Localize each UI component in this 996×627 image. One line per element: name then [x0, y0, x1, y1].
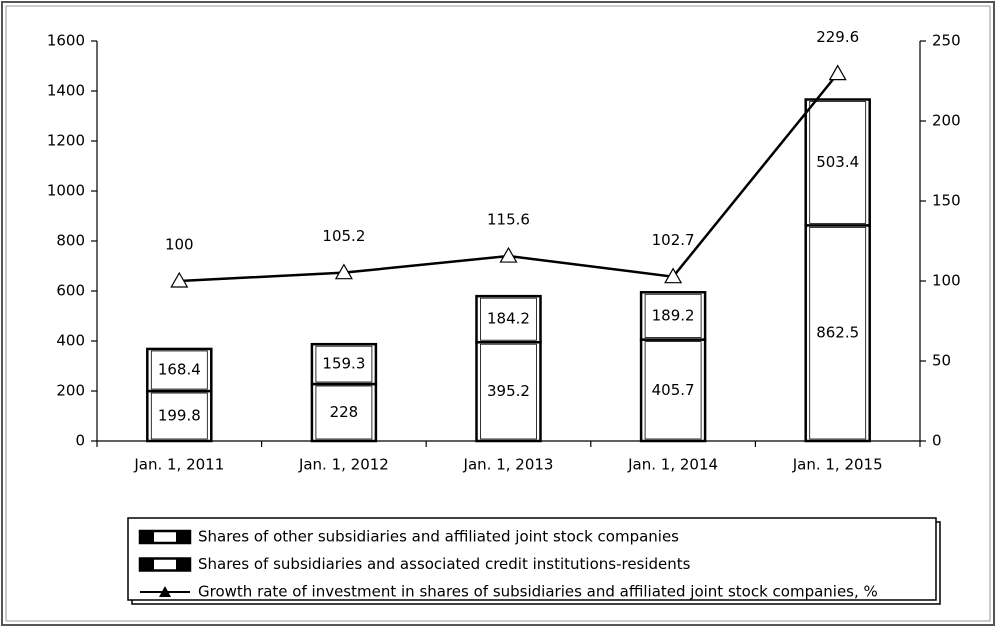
bar-inner: [809, 101, 867, 224]
y2-tick-label: 50: [932, 352, 951, 370]
bar: [146, 347, 213, 393]
line-marker: [170, 271, 189, 288]
y-tick-label: 0: [75, 432, 85, 450]
bar-inner: [480, 343, 537, 440]
y2-tick-label: 150: [932, 192, 961, 210]
bar-value-label: 189.2: [652, 306, 695, 324]
y-tick-label: 800: [56, 232, 85, 250]
y2-tick-label: 0: [932, 432, 942, 450]
bar-value-label: 199.8: [158, 407, 201, 425]
y-tick-label: 200: [56, 382, 85, 400]
y-tick-label: 1000: [47, 182, 85, 200]
line-value-label: 105.2: [322, 227, 365, 245]
legend-box: [127, 517, 937, 601]
legend-swatch-end: [140, 531, 154, 543]
legend-label: Growth rate of investment in shares of s…: [198, 583, 878, 601]
x-tick-label: Jan. 1, 2011: [133, 456, 224, 474]
y-tick-label: 400: [56, 332, 85, 350]
x-tick-label: Jan. 1, 2015: [792, 456, 883, 474]
line-marker: [828, 64, 847, 81]
line-value-label: 115.6: [487, 211, 530, 229]
bar: [475, 294, 542, 344]
bar-value-label: 405.7: [652, 381, 695, 399]
legend-label: Shares of other subsidiaries and affilia…: [198, 528, 679, 546]
bar-value-label: 862.5: [816, 324, 859, 342]
legend-label: Shares of subsidiaries and associated cr…: [198, 555, 691, 573]
bar: [804, 98, 871, 227]
line-value-label: 229.6: [816, 28, 859, 46]
bar-value-label: 184.2: [487, 310, 530, 328]
line-marker: [499, 246, 518, 263]
legend-swatch-end: [140, 558, 154, 571]
line-value-label: 102.7: [652, 231, 695, 249]
bar-value-label: 168.4: [158, 361, 201, 379]
bar-inner: [150, 350, 208, 390]
bar-inner: [644, 293, 702, 338]
y2-tick-label: 200: [932, 112, 961, 130]
bar-inner: [150, 392, 208, 440]
bar-inner: [315, 385, 373, 440]
legend-swatch-end: [176, 558, 190, 571]
bar-inner: [480, 297, 537, 341]
bar-value-label: 228: [330, 403, 359, 421]
bar-value-label: 159.3: [322, 355, 365, 373]
legend-swatch-end: [176, 531, 190, 543]
y2-tick-label: 250: [932, 32, 961, 50]
bar-value-label: 395.2: [487, 382, 530, 400]
bar: [639, 291, 707, 341]
inner-frame: [5, 5, 991, 622]
bar-inner: [644, 341, 702, 440]
x-tick-label: Jan. 1, 2014: [627, 456, 718, 474]
line-marker: [664, 267, 683, 284]
y-tick-label: 1400: [47, 82, 85, 100]
bar: [639, 338, 707, 443]
y-tick-label: 1200: [47, 132, 85, 150]
x-tick-label: Jan. 1, 2012: [298, 456, 389, 474]
y2-tick-label: 100: [932, 272, 961, 290]
line-value-label: 100: [165, 236, 194, 254]
x-tick-label: Jan. 1, 2013: [463, 456, 554, 474]
bar: [146, 389, 213, 443]
y-tick-label: 1600: [47, 32, 85, 50]
bar-inner: [809, 226, 867, 440]
bar-value-label: 503.4: [816, 153, 859, 171]
bar: [310, 342, 378, 386]
y-tick-label: 600: [56, 282, 85, 300]
line-marker: [334, 263, 353, 280]
legend-marker: [159, 586, 171, 597]
bar-inner: [315, 345, 373, 383]
